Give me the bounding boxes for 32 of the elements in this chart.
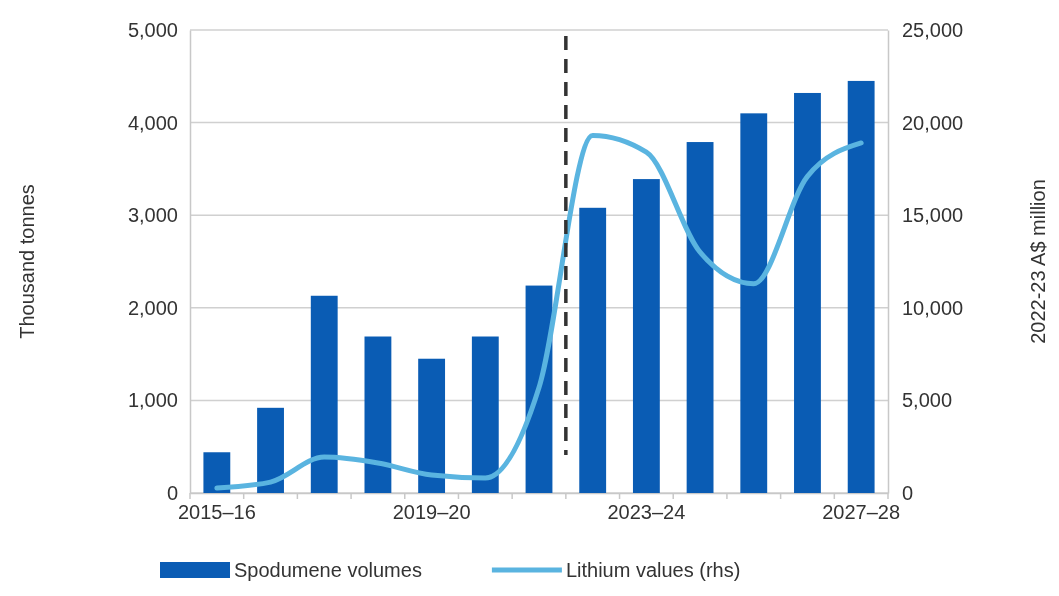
bar [794,92,821,493]
y-tick-label: 5,000 [127,18,178,41]
y2-tick-label: 0 [902,481,914,504]
y2-tick-label: 15,000 [902,204,964,227]
legend-label: Lithium values (rhs) [565,559,741,581]
bar [471,336,499,493]
bar [257,407,284,493]
y-tick-label: 0 [166,481,178,504]
y2-tick-label: 5,000 [902,389,953,412]
y-axis-title: Thousand tonnes [16,184,38,339]
x-tick-label: 2023–24 [607,501,686,524]
y-tick-label: 3,000 [127,204,178,227]
y2-tick-label: 20,000 [902,111,964,134]
x-tick-label: 2019–20 [392,501,471,524]
x-tick-label: 2027–28 [822,501,901,524]
y2-tick-label: 25,000 [902,18,964,41]
y-tick-label: 1,000 [127,389,178,412]
legend-label: Spodumene volumes [234,559,422,581]
y-tick-label: 2,000 [127,296,178,319]
bar [579,207,607,493]
y2-axis-title: 2022-23 A$ million [1027,179,1049,344]
x-tick-label: 2015–16 [177,501,256,524]
y2-tick-label: 10,000 [902,296,964,319]
y-tick-label: 4,000 [127,111,178,134]
bar [740,113,768,493]
bar [632,179,660,493]
bar [847,80,875,493]
bar [418,358,446,493]
bar [686,142,714,493]
bar [310,295,338,493]
bar [203,452,231,493]
bar [364,336,392,493]
